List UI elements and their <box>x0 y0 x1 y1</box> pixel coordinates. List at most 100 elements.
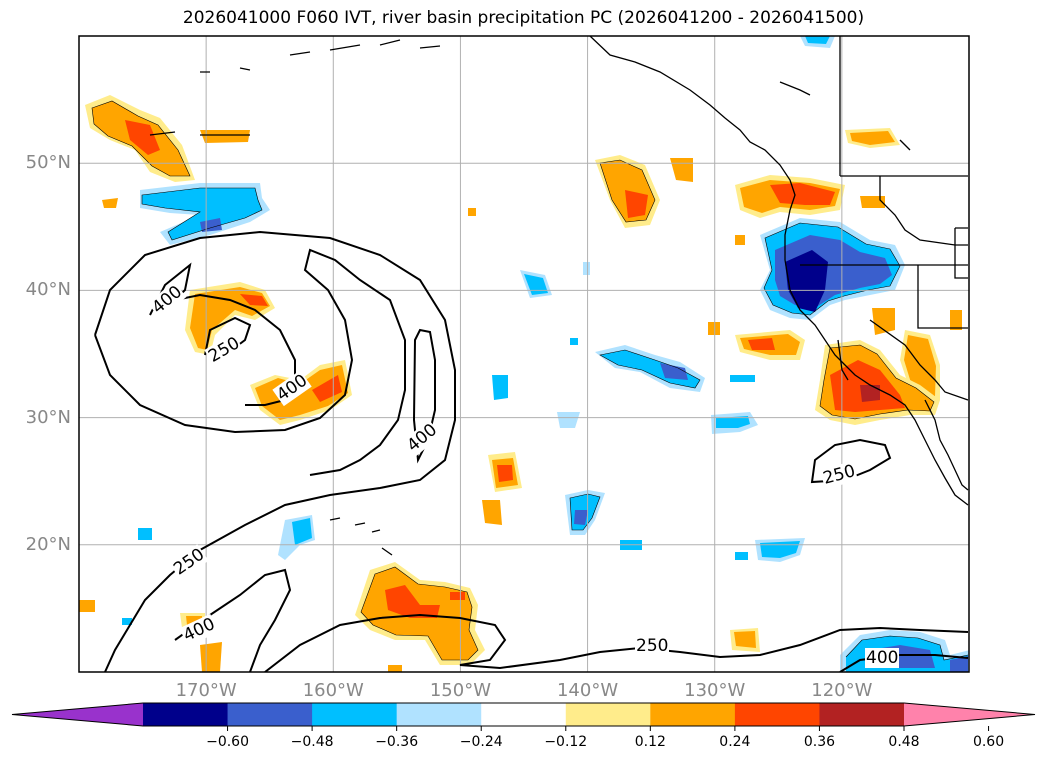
colorbar-swatch <box>650 703 736 726</box>
lon-tick-label: 130°W <box>684 680 746 701</box>
coastline <box>924 399 969 491</box>
lat-tick-label: 50°N <box>25 152 71 174</box>
precip-region <box>670 158 693 182</box>
precip-region <box>497 465 513 482</box>
ivt-contour-250-inner <box>94 248 406 476</box>
map-gridlines <box>79 36 969 672</box>
precip-outlines <box>91 100 969 661</box>
coastline <box>589 36 969 506</box>
lon-tick-label: 160°W <box>302 680 364 701</box>
colorbar-extend-min <box>12 703 143 726</box>
precip-region <box>904 335 936 404</box>
precip-region <box>748 338 775 350</box>
precip-region <box>583 262 590 275</box>
colorbar-tick-label: −0.12 <box>544 734 588 750</box>
map-frame <box>78 35 970 673</box>
precip-region <box>950 310 962 330</box>
precip-outline <box>845 635 969 661</box>
precip-outline <box>91 100 191 177</box>
coastline <box>837 339 849 381</box>
precip-region <box>388 665 402 672</box>
coastline <box>149 39 441 136</box>
precip-region <box>482 500 502 525</box>
precip-outline <box>819 344 935 420</box>
map-title: 2026041000 F060 IVT, river basin precipi… <box>182 8 865 28</box>
colorbar-tick-label: 0.12 <box>634 734 666 750</box>
precip-region <box>805 36 830 44</box>
lon-tick-label: 120°W <box>811 680 873 701</box>
ivt-contour-250-east <box>264 613 969 672</box>
coastline <box>869 319 969 401</box>
colorbar-swatch <box>227 703 313 726</box>
precip-region <box>708 322 720 335</box>
ivt-contour-label: 400 <box>865 648 900 668</box>
precip-region <box>240 294 268 306</box>
precip-region <box>450 592 465 600</box>
ivt-contour-400-se <box>839 654 969 672</box>
precip-outline <box>599 159 656 223</box>
precip-region <box>860 196 885 208</box>
precip-region <box>385 585 440 618</box>
colorbar-tick-label: 0.36 <box>803 734 836 750</box>
colorbar-tick-label: 0.24 <box>719 734 751 750</box>
precip-shading <box>79 36 969 672</box>
precip-region <box>734 631 756 648</box>
lat-tick-label: 20°N <box>25 533 71 555</box>
precip-region <box>872 308 895 335</box>
coastline <box>917 265 968 329</box>
colorbar-swatch <box>143 703 229 726</box>
ivt-contour-250-gyre <box>94 230 456 672</box>
lon-tick-label: 140°W <box>556 680 619 701</box>
precip-region <box>122 618 132 625</box>
precip-region <box>200 130 250 143</box>
ivt-contour-250-inner2 <box>204 316 252 356</box>
colorbar-swatch <box>819 703 905 726</box>
precip-region <box>142 188 262 240</box>
precip-region <box>492 375 508 400</box>
precip-region <box>292 518 312 545</box>
colorbar-swatch <box>312 703 398 726</box>
colorbar-swatch <box>734 703 820 726</box>
colorbar-extend-max <box>904 703 1035 726</box>
colorbar-tick-label: −0.24 <box>459 734 503 750</box>
precip-region <box>200 218 222 232</box>
precip-region <box>850 131 895 145</box>
lat-tick-label: 30°N <box>25 406 71 428</box>
coastline <box>779 81 811 96</box>
colorbar-swatch <box>481 703 567 726</box>
coastline <box>954 227 968 279</box>
colorbar <box>11 702 1036 731</box>
precip-region <box>200 642 222 672</box>
precip-region <box>557 412 580 428</box>
colorbar-outline <box>11 702 1036 727</box>
precip-region <box>770 183 835 205</box>
precip-region <box>625 190 648 218</box>
coastline <box>899 139 911 151</box>
coastlines <box>149 36 969 556</box>
colorbar-tick-label: 0.48 <box>888 734 920 750</box>
precip-region <box>716 416 750 428</box>
precip-region <box>468 208 476 216</box>
precip-region <box>524 274 548 295</box>
precip-outline <box>763 222 901 316</box>
lon-tick-label: 170°W <box>175 680 237 701</box>
precip-outline <box>360 566 479 661</box>
lat-tick-label: 40°N <box>25 279 71 301</box>
precip-region <box>79 600 95 612</box>
precip-region <box>735 552 748 560</box>
precip-region <box>570 338 578 345</box>
precip-region <box>574 510 588 525</box>
colorbar-tick-label: −0.60 <box>206 734 249 750</box>
precip-outline <box>599 349 701 389</box>
precip-outline <box>141 187 263 241</box>
colorbar-tick-label: −0.36 <box>375 734 419 750</box>
precip-region <box>950 656 968 672</box>
ivt-contour-label: 250 <box>635 636 670 656</box>
coastline <box>329 517 393 556</box>
colorbar-tick-label: 0.60 <box>972 734 1005 750</box>
precip-region <box>312 375 342 402</box>
lon-tick-label: 150°W <box>429 680 491 701</box>
precip-region <box>125 120 160 155</box>
precip-region <box>735 235 745 245</box>
